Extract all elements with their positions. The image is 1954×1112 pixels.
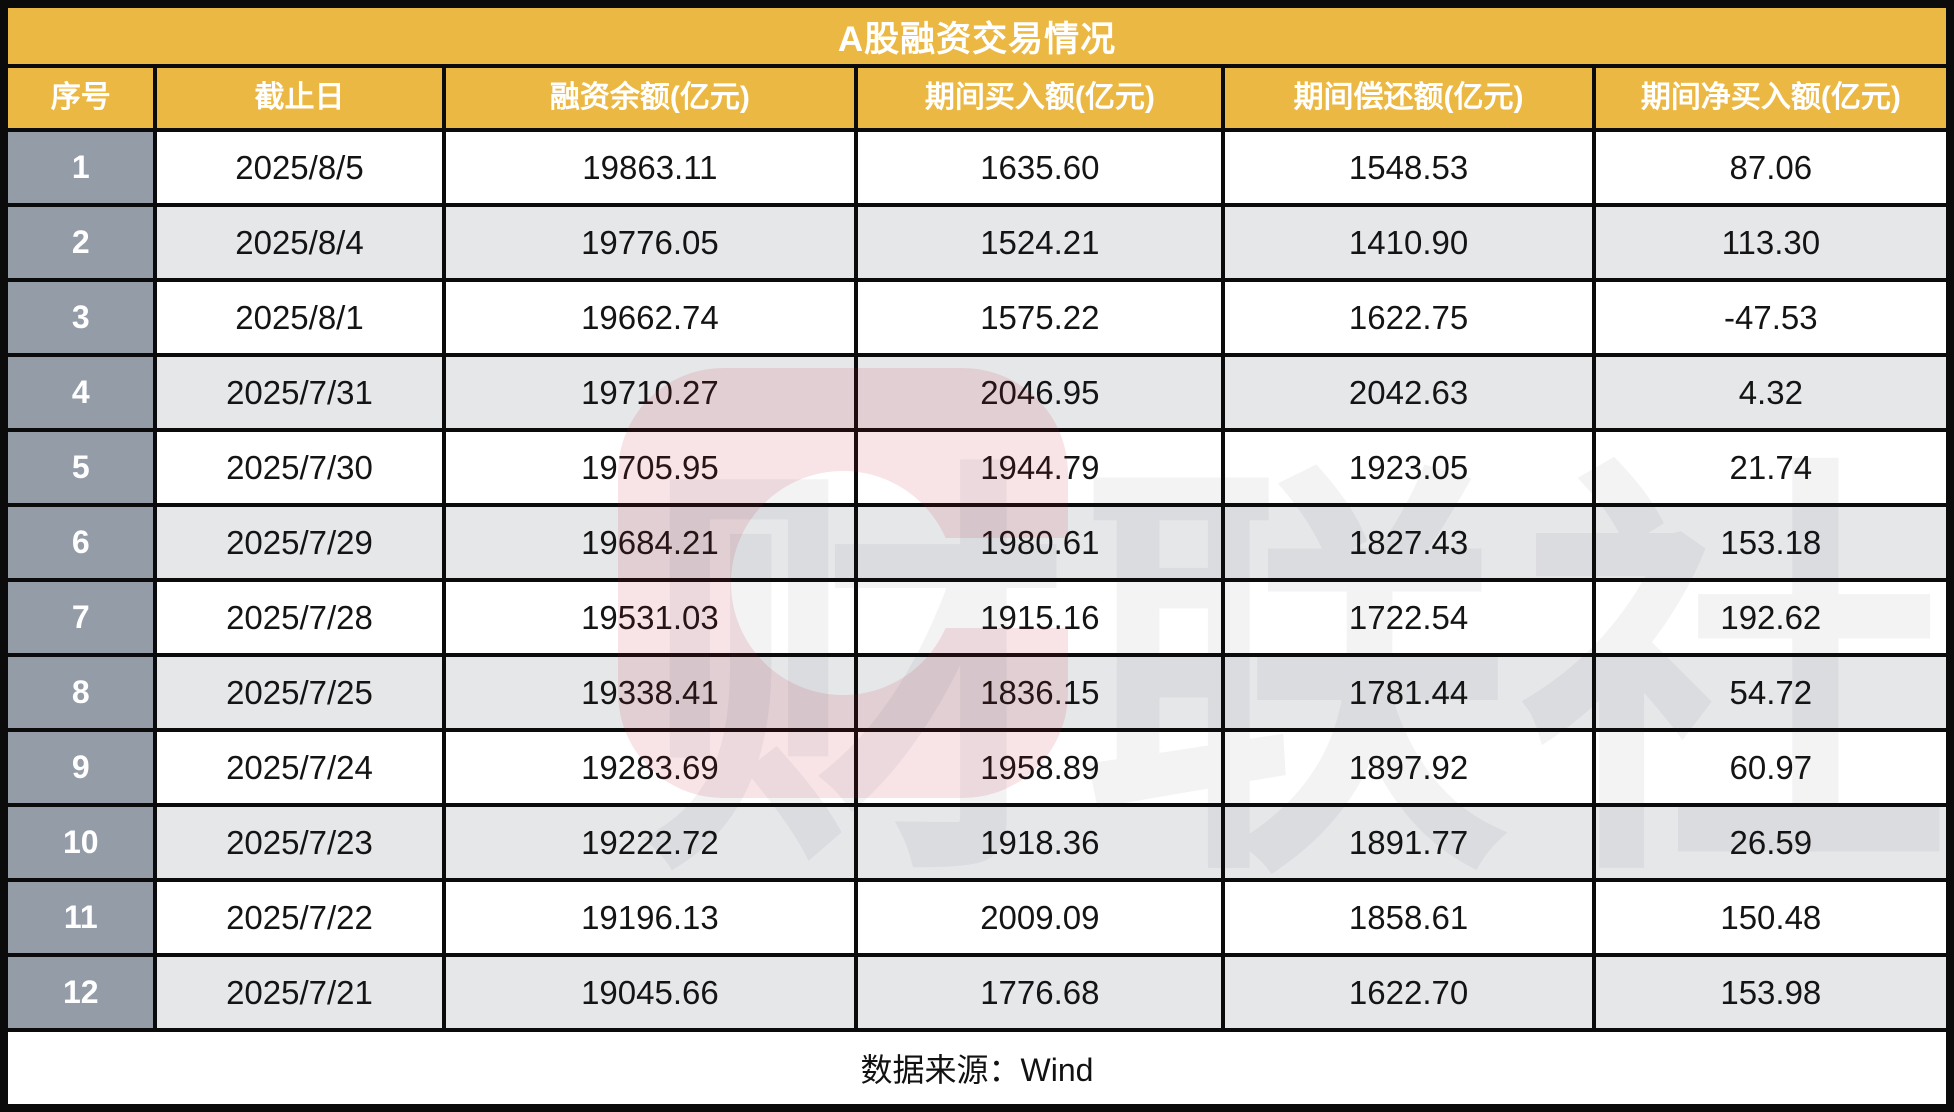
cell-date: 2025/8/4 [157, 207, 442, 278]
cell-buy: 2046.95 [858, 357, 1222, 428]
cell-seq: 9 [8, 732, 154, 803]
cell-buy: 1575.22 [858, 282, 1222, 353]
cell-seq: 11 [8, 882, 154, 953]
cell-net: 113.30 [1595, 207, 1946, 278]
cell-date: 2025/7/23 [157, 807, 442, 878]
cell-net: 4.32 [1595, 357, 1946, 428]
cell-date: 2025/8/5 [157, 132, 442, 203]
cell-net: 60.97 [1595, 732, 1946, 803]
table-row: 2 2025/8/4 19776.05 1524.21 1410.90 113.30 [8, 207, 1946, 278]
cell-seq: 6 [8, 507, 154, 578]
cell-balance: 19531.03 [445, 582, 855, 653]
cell-balance: 19338.41 [445, 657, 855, 728]
cell-repay: 1622.75 [1225, 282, 1592, 353]
cell-balance: 19776.05 [445, 207, 855, 278]
cell-net: 26.59 [1595, 807, 1946, 878]
cell-balance: 19684.21 [445, 507, 855, 578]
cell-buy: 1944.79 [858, 432, 1222, 503]
cell-buy: 1836.15 [858, 657, 1222, 728]
header-buy: 期间买入额(亿元) [858, 68, 1222, 128]
cell-repay: 1548.53 [1225, 132, 1592, 203]
cell-repay: 1827.43 [1225, 507, 1592, 578]
cell-repay: 1622.70 [1225, 957, 1592, 1028]
cell-balance: 19196.13 [445, 882, 855, 953]
header-seq: 序号 [8, 68, 154, 128]
cell-repay: 2042.63 [1225, 357, 1592, 428]
cell-date: 2025/7/25 [157, 657, 442, 728]
cell-buy: 1524.21 [858, 207, 1222, 278]
cell-balance: 19710.27 [445, 357, 855, 428]
cell-balance: 19045.66 [445, 957, 855, 1028]
cell-balance: 19662.74 [445, 282, 855, 353]
cell-date: 2025/7/30 [157, 432, 442, 503]
table-row: 9 2025/7/24 19283.69 1958.89 1897.92 60.97 [8, 732, 1946, 803]
header-net: 期间净买入额(亿元) [1595, 68, 1946, 128]
cell-seq: 3 [8, 282, 154, 353]
cell-repay: 1923.05 [1225, 432, 1592, 503]
cell-buy: 2009.09 [858, 882, 1222, 953]
cell-repay: 1897.92 [1225, 732, 1592, 803]
cell-date: 2025/7/28 [157, 582, 442, 653]
cell-net: 153.98 [1595, 957, 1946, 1028]
cell-buy: 1980.61 [858, 507, 1222, 578]
cell-net: 21.74 [1595, 432, 1946, 503]
cell-net: 54.72 [1595, 657, 1946, 728]
table-row: 7 2025/7/28 19531.03 1915.16 1722.54 192.62 [8, 582, 1946, 653]
cell-seq: 8 [8, 657, 154, 728]
header-repay: 期间偿还额(亿元) [1225, 68, 1592, 128]
cell-net: 87.06 [1595, 132, 1946, 203]
table-row: 6 2025/7/29 19684.21 1980.61 1827.43 153.18 [8, 507, 1946, 578]
cell-buy: 1918.36 [858, 807, 1222, 878]
cell-seq: 1 [8, 132, 154, 203]
cell-balance: 19222.72 [445, 807, 855, 878]
cell-net: 150.48 [1595, 882, 1946, 953]
cell-date: 2025/7/22 [157, 882, 442, 953]
cell-repay: 1410.90 [1225, 207, 1592, 278]
data-source-note: 数据来源：Wind [8, 1032, 1946, 1104]
table-row: 5 2025/7/30 19705.95 1944.79 1923.05 21.74 [8, 432, 1946, 503]
table-row: 8 2025/7/25 19338.41 1836.15 1781.44 54.72 [8, 657, 1946, 728]
table-header-row: 序号 截止日 融资余额(亿元) 期间买入额(亿元) 期间偿还额(亿元) 期间净买… [8, 68, 1946, 128]
cell-seq: 2 [8, 207, 154, 278]
cell-repay: 1858.61 [1225, 882, 1592, 953]
cell-repay: 1891.77 [1225, 807, 1592, 878]
cell-balance: 19705.95 [445, 432, 855, 503]
cell-seq: 10 [8, 807, 154, 878]
table-row: 1 2025/8/5 19863.11 1635.60 1548.53 87.06 [8, 132, 1946, 203]
cell-date: 2025/7/24 [157, 732, 442, 803]
cell-balance: 19283.69 [445, 732, 855, 803]
cell-net: 153.18 [1595, 507, 1946, 578]
table-row: 12 2025/7/21 19045.66 1776.68 1622.70 153.98 [8, 957, 1946, 1028]
table-row: 3 2025/8/1 19662.74 1575.22 1622.75 -47.53 [8, 282, 1946, 353]
cell-repay: 1781.44 [1225, 657, 1592, 728]
table-title: A股融资交易情况 [8, 8, 1946, 64]
header-date: 截止日 [157, 68, 442, 128]
table-row: 11 2025/7/22 19196.13 2009.09 1858.61 150.48 [8, 882, 1946, 953]
cell-repay: 1722.54 [1225, 582, 1592, 653]
table-row: 4 2025/7/31 19710.27 2046.95 2042.63 4.32 [8, 357, 1946, 428]
cell-date: 2025/8/1 [157, 282, 442, 353]
cell-buy: 1776.68 [858, 957, 1222, 1028]
cell-net: 192.62 [1595, 582, 1946, 653]
cell-buy: 1635.60 [858, 132, 1222, 203]
header-balance: 融资余额(亿元) [445, 68, 855, 128]
cell-seq: 7 [8, 582, 154, 653]
cell-net: -47.53 [1595, 282, 1946, 353]
cell-buy: 1958.89 [858, 732, 1222, 803]
cell-buy: 1915.16 [858, 582, 1222, 653]
cell-date: 2025/7/31 [157, 357, 442, 428]
cell-date: 2025/7/21 [157, 957, 442, 1028]
cell-seq: 12 [8, 957, 154, 1028]
cell-date: 2025/7/29 [157, 507, 442, 578]
table-row: 10 2025/7/23 19222.72 1918.36 1891.77 26.59 [8, 807, 1946, 878]
cell-seq: 5 [8, 432, 154, 503]
cell-balance: 19863.11 [445, 132, 855, 203]
cell-seq: 4 [8, 357, 154, 428]
